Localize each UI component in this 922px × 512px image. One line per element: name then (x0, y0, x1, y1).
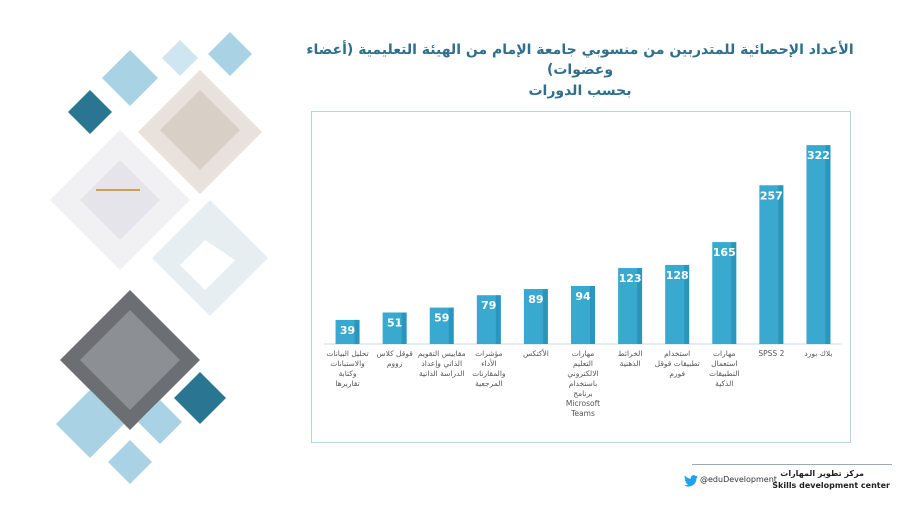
bar-group: 89 الأكتكس (523, 289, 549, 358)
bar-shade (684, 264, 690, 344)
category-label-line: مقاييس التقويم (418, 349, 466, 358)
category-label: استخدام تطبيقات قوقل فورم (655, 349, 700, 378)
category-label-line: تقاريرها (335, 379, 359, 388)
bar-shade (448, 307, 454, 344)
decor-diamond (138, 400, 182, 444)
decor-diamond (208, 32, 252, 76)
bar-group: 257 SPSS 2 (758, 185, 785, 358)
data-label: 123 (619, 272, 642, 285)
category-label-line: فورم (669, 369, 685, 378)
bar-shade (637, 268, 643, 344)
category-label-line: الخرائط (618, 349, 643, 358)
bar-group: 165 مهارات استعمال التطبيقات الذكية (709, 242, 739, 388)
data-label: 51 (387, 317, 402, 330)
data-label: 322 (807, 149, 830, 162)
category-label-line: الالكتروني (567, 369, 598, 378)
category-label: مهارات التعليم الالكتروني باستخدام برنامج Mic… (566, 349, 600, 418)
bar-group: 128 استخدام تطبيقات قوقل فورم (655, 264, 700, 378)
category-label: تحليل البيانات والاستبانات وكتابة تقاريرها (326, 349, 368, 388)
bar-shade (354, 319, 360, 344)
decor-diamond (56, 390, 124, 458)
bar-shade (542, 289, 548, 344)
bar-shade (778, 185, 784, 344)
title-line-1: الأعداد الإحصائية للمتدربين من منسوبي جا… (306, 42, 854, 78)
category-label-line: والاستبانات (330, 359, 365, 368)
bar-shade (731, 242, 737, 344)
org-name-english: Skills development center (772, 481, 890, 490)
bar-chart: 39 تحليل البيانات والاستبانات وكتابة تقاريره… (324, 145, 842, 418)
category-label-line: التطبيقات (709, 369, 739, 378)
twitter-icon (684, 475, 698, 487)
footer: @eduDevelopment مركز تطوير المهارات Skil… (684, 467, 894, 497)
bar-group: 59 مقاييس التقويم الذاتي وإعداد الدراسة الذ… (418, 307, 466, 378)
twitter-handle: @eduDevelopment (700, 475, 777, 484)
category-label-line: مهارات (572, 349, 595, 358)
bar-group: 322 بلاك بورد (804, 145, 832, 358)
category-label-line: تحليل البيانات (326, 349, 368, 358)
data-label: 128 (666, 269, 689, 282)
bar-group: 79 مؤشرات الأداء والمقارنات المرجعية (472, 295, 506, 388)
category-label-line: قوقل كلاس (376, 349, 413, 358)
category-label-line: Microsoft (566, 399, 600, 408)
decor-diamond (174, 372, 226, 424)
category-label-line: زووم (387, 359, 403, 368)
category-label-line: تطبيقات قوقل (655, 359, 700, 368)
data-label: 257 (760, 189, 783, 202)
category-label: مؤشرات الأداء والمقارنات المرجعية (472, 349, 506, 388)
category-label: الخرائط الذهنية (618, 349, 643, 368)
category-label: قوقل كلاس زووم (376, 349, 413, 368)
decorative-collage (50, 32, 268, 484)
decor-diamond (108, 440, 152, 484)
bar-shade (825, 145, 831, 344)
category-label-line: الذهنية (620, 359, 641, 368)
category-label-line: المرجعية (475, 379, 502, 388)
category-label: بلاك بورد (804, 349, 832, 358)
decor-diamond (162, 40, 198, 76)
data-label: 39 (340, 324, 355, 337)
category-label: الأكتكس (523, 348, 549, 358)
category-label-line: مؤشرات (475, 349, 502, 358)
category-label-line: الدراسة الذاتية (419, 369, 464, 378)
data-label: 79 (481, 299, 496, 312)
bar-group: 123 الخرائط الذهنية (618, 268, 643, 368)
bar-group: 51 قوقل كلاس زووم (376, 312, 413, 368)
category-label-line: بلاك بورد (804, 349, 832, 358)
decor-diamond (68, 90, 112, 134)
bar-group: 39 تحليل البيانات والاستبانات وكتابة تقاريره… (326, 319, 369, 388)
category-label-line: الأكتكس (523, 348, 549, 358)
bar-shade (590, 285, 595, 344)
category-label-line: استخدام (664, 349, 690, 358)
category-label-line: مهارات (713, 349, 736, 358)
title-line-2: بحسب الدورات (528, 83, 632, 99)
bar-shade (401, 312, 407, 344)
category-label-line: برنامج (573, 389, 592, 398)
data-label: 59 (434, 312, 449, 325)
bar-shade (495, 295, 501, 344)
chart-title: الأعداد الإحصائية للمتدربين من منسوبي جا… (300, 40, 860, 102)
chart-frame: 39 تحليل البيانات والاستبانات وكتابة تقاريره… (311, 111, 851, 443)
org-name-arabic: مركز تطوير المهارات (780, 469, 864, 478)
footer-divider (692, 464, 892, 465)
category-label-line: وكتابة (339, 369, 357, 378)
category-label: مهارات استعمال التطبيقات الذكية (709, 349, 739, 388)
data-label: 89 (528, 293, 543, 306)
category-label-line: والمقارنات (472, 369, 506, 378)
category-label-line: SPSS 2 (758, 349, 784, 358)
data-label: 165 (713, 246, 736, 259)
category-label: مقاييس التقويم الذاتي وإعداد الدراسة الذات… (418, 349, 466, 378)
category-label: SPSS 2 (758, 349, 784, 358)
category-label-line: باستخدام (569, 379, 597, 388)
category-label-line: الذكية (715, 379, 733, 388)
category-label-line: استعمال (711, 359, 737, 368)
category-label-line: الأداء (481, 358, 496, 368)
decor-diamond (102, 50, 158, 106)
bar-group: 94 مهارات التعليم الالكتروني باستخدام برنامج M… (566, 285, 600, 418)
data-label: 94 (575, 290, 591, 303)
category-label-line: الذاتي وإعداد (421, 359, 462, 368)
category-label-line: Teams (570, 409, 595, 418)
category-label-line: التعليم (573, 359, 593, 368)
